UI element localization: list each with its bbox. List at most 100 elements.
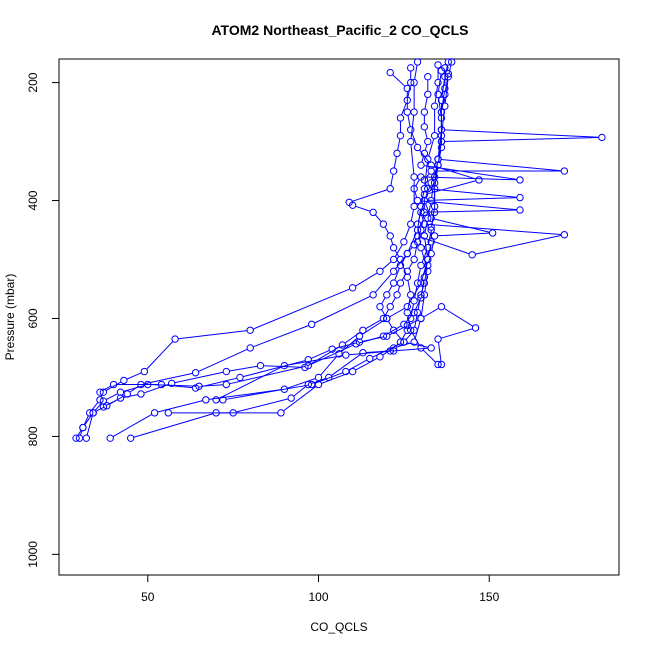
data-point [79,423,87,432]
data-point [413,143,422,152]
series-line-segment [362,336,384,342]
data-point [348,284,357,292]
series-line-segment [355,357,378,371]
data-point [202,396,210,404]
data-point [407,220,415,228]
series-line-segment [410,209,415,222]
data-point [468,251,476,259]
data-point [307,320,316,329]
series-line-segment [448,64,452,74]
data-point [410,78,418,87]
data-point [413,58,422,66]
data-point [277,409,285,417]
data-point [396,255,405,264]
data-point [355,338,364,346]
data-point [99,397,108,405]
data-point [389,255,398,264]
data-point [410,108,418,116]
data-point [441,84,449,93]
data-point [430,102,439,110]
data-point [417,226,425,234]
data-point [417,294,425,302]
data-point [475,176,483,184]
data-point [287,394,295,402]
data-point [379,220,388,228]
series-line-segment [410,303,415,316]
series-line-segment [417,297,421,310]
x-tick-label: 50 [141,590,155,604]
series-line-segment [393,156,397,168]
series-line-segment [397,138,401,151]
series-line-segment [382,261,392,270]
series-line-segment [410,144,415,174]
data-point [222,380,231,389]
data-point [164,409,172,417]
series-line-segment [242,360,306,378]
y-tick-label: 600 [26,308,40,328]
data-point [389,326,398,334]
data-point [379,314,388,323]
data-point [424,72,432,81]
data-point [420,220,429,228]
data-point [427,249,435,258]
series-line-segment [389,326,405,336]
data-point [386,68,394,77]
series-line-segment [424,176,517,181]
data-point [427,167,435,175]
series-line-segment [236,398,289,413]
series-line-segment [126,372,142,380]
series-line-segment [405,314,413,323]
data-point [413,232,422,240]
series-line-segment [408,246,413,252]
data-point [396,261,405,270]
data-point [447,58,456,66]
series-line-segment [391,297,396,305]
data-point [410,202,418,211]
series-line-segment [424,268,428,281]
series-line-segment [307,346,340,367]
data-point [280,361,289,370]
y-axis: 200 400 600 800 1000 [26,72,59,568]
data-point [434,360,442,369]
series-line-segment [146,341,174,370]
chart-title: ATOM2 Northeast_Pacific_2 CO_QCLS [211,22,468,38]
x-tick-label: 150 [479,590,499,604]
series-line-segment [419,149,430,163]
series-line-segment [178,330,248,340]
data-point [335,350,343,358]
data-point [424,244,432,252]
data-point [403,302,411,311]
data-point [304,361,312,370]
series-line-segment [143,383,169,394]
series-layer [72,58,606,442]
data-point [383,332,391,340]
series-line-segment [441,79,445,98]
data-point [396,131,405,140]
series-line-segment [112,413,153,438]
data-point [420,273,429,281]
data-point [140,367,149,376]
data-point [441,90,449,99]
series-line-segment [411,132,417,145]
series-line-segment [253,325,309,348]
series-line-segment [218,366,282,399]
data-point [157,380,166,389]
data-point [127,434,135,442]
data-point [420,279,429,287]
data-point [386,302,394,311]
data-point [99,403,108,411]
data-point [437,96,446,104]
data-point [488,229,497,237]
data-point [403,308,411,317]
data-point [437,143,446,152]
data-point [89,409,97,417]
x-tick-label: 100 [308,590,328,604]
data-point [167,379,176,388]
data-point [437,137,446,146]
series-line-segment [420,200,517,211]
data-point [413,226,422,234]
series-line-segment [102,385,112,392]
series-line-segment [475,234,562,255]
series-line-segment [310,349,330,359]
